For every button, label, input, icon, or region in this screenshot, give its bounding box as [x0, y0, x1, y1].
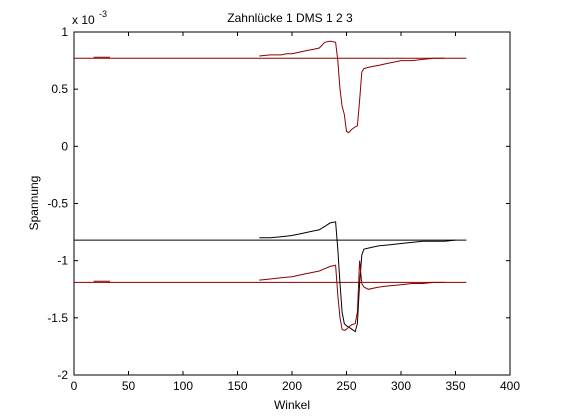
x-axis: 0 50 100 150 200 250 300 350 400: [71, 32, 520, 393]
chart-title: Zahnlücke 1 DMS 1 2 3: [227, 11, 353, 25]
series-line-6: [259, 221, 456, 333]
x-tick-label: 100: [173, 379, 193, 393]
series-layer: [74, 40, 467, 333]
y-tick-label: -2: [57, 368, 68, 382]
y-axis-label: Spannung: [27, 176, 41, 231]
y-axis: 1 0.5 0 -0.5 -1 -1.5 -2: [47, 25, 510, 382]
x-tick-label: 50: [122, 379, 136, 393]
x-tick-label: 250: [336, 379, 356, 393]
exponent-base: x 10: [72, 13, 95, 27]
x-tick-label: 200: [282, 379, 302, 393]
x-tick-label: 300: [391, 379, 411, 393]
y-tick-label: 0.5: [51, 82, 68, 96]
y-tick-label: 1: [61, 25, 68, 39]
y-tick-label: -1.5: [47, 311, 68, 325]
x-tick-label: 350: [445, 379, 465, 393]
exponent-power: -3: [99, 9, 107, 19]
x-tick-label: 400: [500, 379, 520, 393]
y-tick-label: -0.5: [47, 197, 68, 211]
series-line-5: [259, 40, 445, 134]
x-axis-label: Winkel: [274, 398, 310, 412]
exponent-label: x 10 -3: [72, 9, 107, 27]
x-tick-label: 0: [71, 379, 78, 393]
series-line-7: [259, 260, 445, 331]
y-tick-label: 0: [61, 139, 68, 153]
y-tick-label: -1: [57, 254, 68, 268]
x-tick-label: 150: [227, 379, 247, 393]
plot-area-frame: [73, 31, 511, 376]
